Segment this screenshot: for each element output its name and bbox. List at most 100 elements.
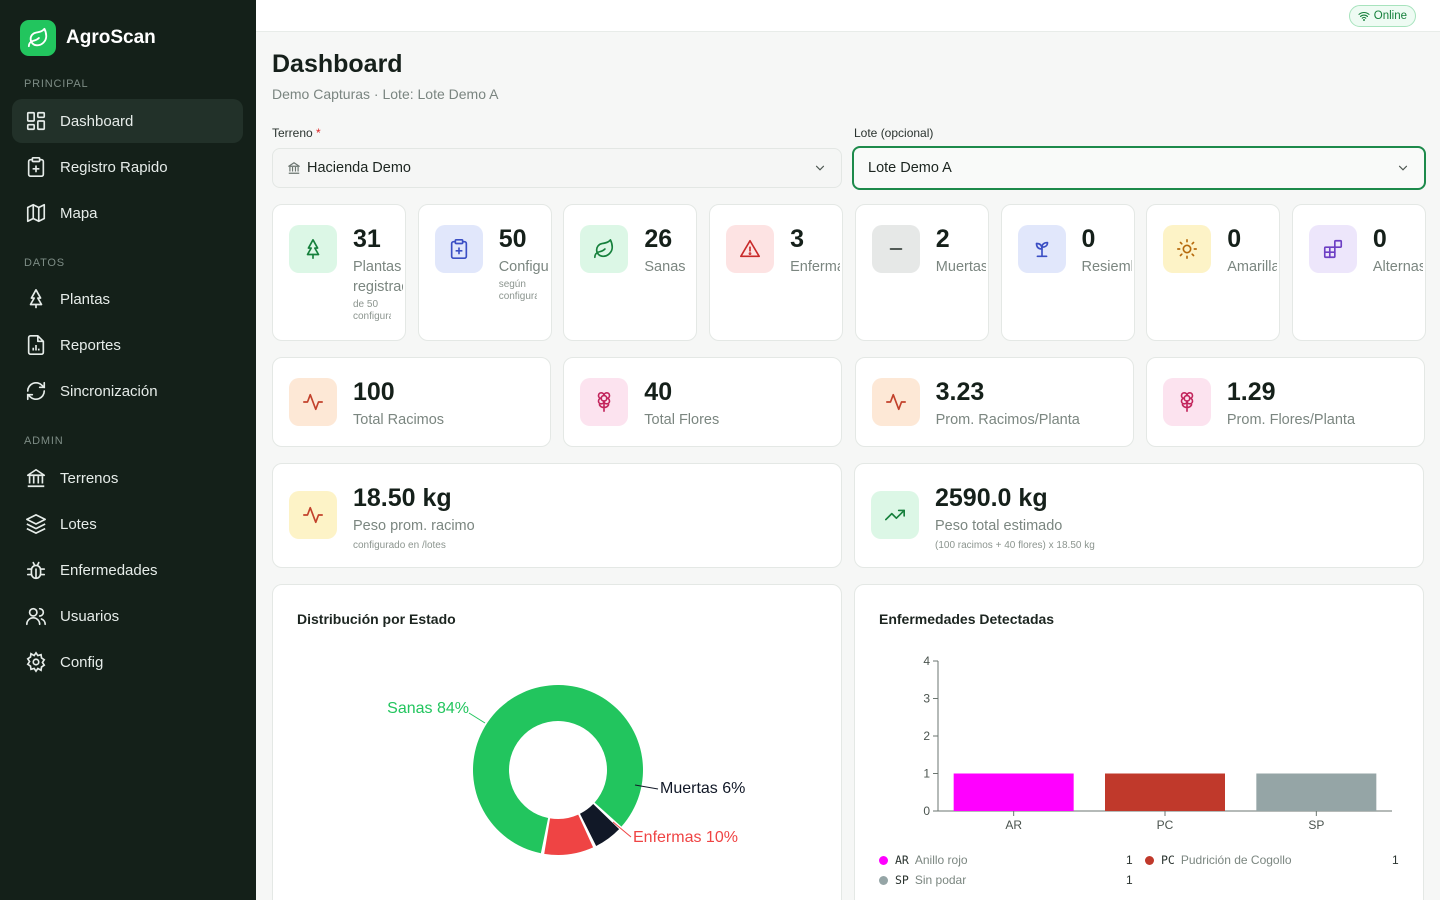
stat-card[interactable]: 1.29 Prom. Flores/Planta [1145,357,1425,447]
terreno-label-text: Terreno [272,126,313,140]
brand[interactable]: AgroScan [20,20,156,56]
lote-select[interactable]: Lote Demo A [852,146,1426,190]
page-subtitle: Demo Capturas · Lote: Lote Demo A [272,86,499,102]
donut-slice-muertas[interactable] [579,804,620,846]
legend-name: Sin podar [914,873,967,887]
stat-card[interactable]: 26 Sanas [563,204,698,341]
stat-value: 2 [935,225,950,253]
sidebar-item-label: Registro Rapido [60,158,168,176]
donut-label-line [634,784,659,790]
legend-code: SP [895,873,909,887]
legend-item-pc: PC Pudrición de Cogollo [1145,853,1292,867]
stat-card[interactable]: 31 Plantas registradas de 50 configuradas [272,204,406,341]
donut-slice-enfermas[interactable] [544,814,594,855]
stat-label: Plantas registradas [353,259,403,295]
stat-card[interactable]: 2 Muertas [854,204,989,341]
y-tick-label: 1 [923,767,930,781]
stat-label: Resiembras [1081,259,1132,275]
bar-chart-title: Enfermedades Detectadas [879,611,1055,627]
stat-value: 0 [1081,225,1096,253]
stat-card[interactable]: 100 Total Racimos [272,357,551,447]
donut-chart-title: Distribución por Estado [297,611,456,627]
report-icon [24,333,48,357]
donut-label-line [612,821,632,838]
bank-icon [288,162,300,174]
sidebar-item-label: Usuarios [60,607,120,625]
y-tick-label: 4 [923,654,930,668]
stat-value: 31 [353,225,381,253]
legend-code: PC [1161,853,1175,867]
stat-card[interactable]: 18.50 kg Peso prom. racimo configurado en … [272,463,842,568]
stat-hint: configurado en /lotes [353,540,446,551]
bar-sp[interactable] [1256,773,1377,812]
stat-value: 3.23 [935,378,985,406]
tree-icon [289,225,337,273]
stat-label: Enfermas [790,259,840,275]
bank-icon [24,466,48,490]
stat-value: 0 [1227,225,1242,253]
stat-label: Prom. Racimos/Planta [935,412,1080,428]
sidebar-item-mapa[interactable]: Mapa [12,191,243,235]
stat-value: 50 [498,225,527,253]
sidebar-item-label: Mapa [60,204,98,222]
terreno-select[interactable]: Hacienda Demo [272,148,842,188]
lote-select-value: Lote Demo A [868,160,952,176]
stat-label: Sanas [644,259,686,275]
clipboard-plus-icon [434,225,483,273]
bug-icon [24,558,48,582]
stat-value: 2590.0 kg [935,484,1048,512]
dashboard-icon [24,109,48,133]
app-name: AgroScan [66,27,156,48]
lote-label: Lote (opcional) [854,126,934,140]
stat-value: 18.50 kg [353,484,452,512]
enfermedades-card: Enfermedades Detectadas 0 1 2 3 4 AR PC SP AR A… [854,584,1424,900]
nav-section-datos: DATOS [24,257,65,269]
stat-card[interactable]: 40 Total Flores [563,357,843,447]
sidebar-item-label: Sincronización [60,382,158,400]
bar-ar[interactable] [953,773,1074,812]
stat-value: 40 [644,378,673,406]
stat-card[interactable]: 50 Configuradas según configuración [417,204,552,341]
stat-hint: (100 racimos + 40 flores) x 18.50 kg [935,540,1095,551]
activity-icon [289,491,337,539]
warning-icon [726,225,775,273]
stat-card[interactable]: 2590.0 kg Peso total estimado (100 racimos… [854,463,1424,568]
legend-item-sp: SP Sin podar [879,873,966,887]
legend-dot [1145,855,1154,865]
nav-section-principal: PRINCIPAL [24,78,89,90]
donut-slice-sanas[interactable] [473,685,643,854]
stat-card[interactable]: 3.23 Prom. Racimos/Planta [854,357,1134,447]
terreno-select-value: Hacienda Demo [307,160,411,176]
stat-card[interactable]: 0 Amarillas [1146,204,1281,341]
sprout-icon [1017,225,1066,273]
chevron-down-icon [1398,165,1408,171]
sidebar-item-registro-rapido[interactable]: Registro Rapido [12,145,243,189]
stat-value: 100 [353,378,395,406]
y-tick-label: 0 [923,804,930,818]
terreno-label: Terreno * [272,126,321,140]
sidebar-item-plantas[interactable]: Plantas [12,277,243,321]
sidebar-item-sincronizacion[interactable]: Sincronización [12,369,243,413]
stat-card[interactable]: 0 Resiembras [1000,204,1135,341]
users-icon [24,604,48,628]
legend-item-ar: AR Anillo rojo [879,853,968,867]
sidebar-item-usuarios[interactable]: Usuarios [12,594,243,638]
estado-distribution-card: Distribución por Estado Sanas 84% Muertas… [272,584,842,900]
leaf-icon [580,225,629,273]
stat-card[interactable]: 3 Enfermas [709,204,844,341]
sidebar-item-config[interactable]: Config [12,640,243,684]
stat-card[interactable]: 0 Alternas [1291,204,1426,341]
sidebar-item-reportes[interactable]: Reportes [12,323,243,367]
bar-pc[interactable] [1105,773,1225,812]
layers-icon [24,512,48,536]
sync-icon [24,379,48,403]
legend-name: Anillo rojo [914,853,968,867]
y-tick-label: 3 [923,692,930,706]
sidebar-item-enfermedades[interactable]: Enfermedades [12,548,243,592]
sidebar-item-lotes[interactable]: Lotes [12,502,243,546]
sidebar-item-dashboard[interactable]: Dashboard [12,99,243,143]
activity-icon [289,378,337,426]
sidebar-item-terrenos[interactable]: Terrenos [12,456,243,500]
stat-hint: de 50 configuradas [353,299,391,322]
stat-label: Total Flores [644,412,720,428]
